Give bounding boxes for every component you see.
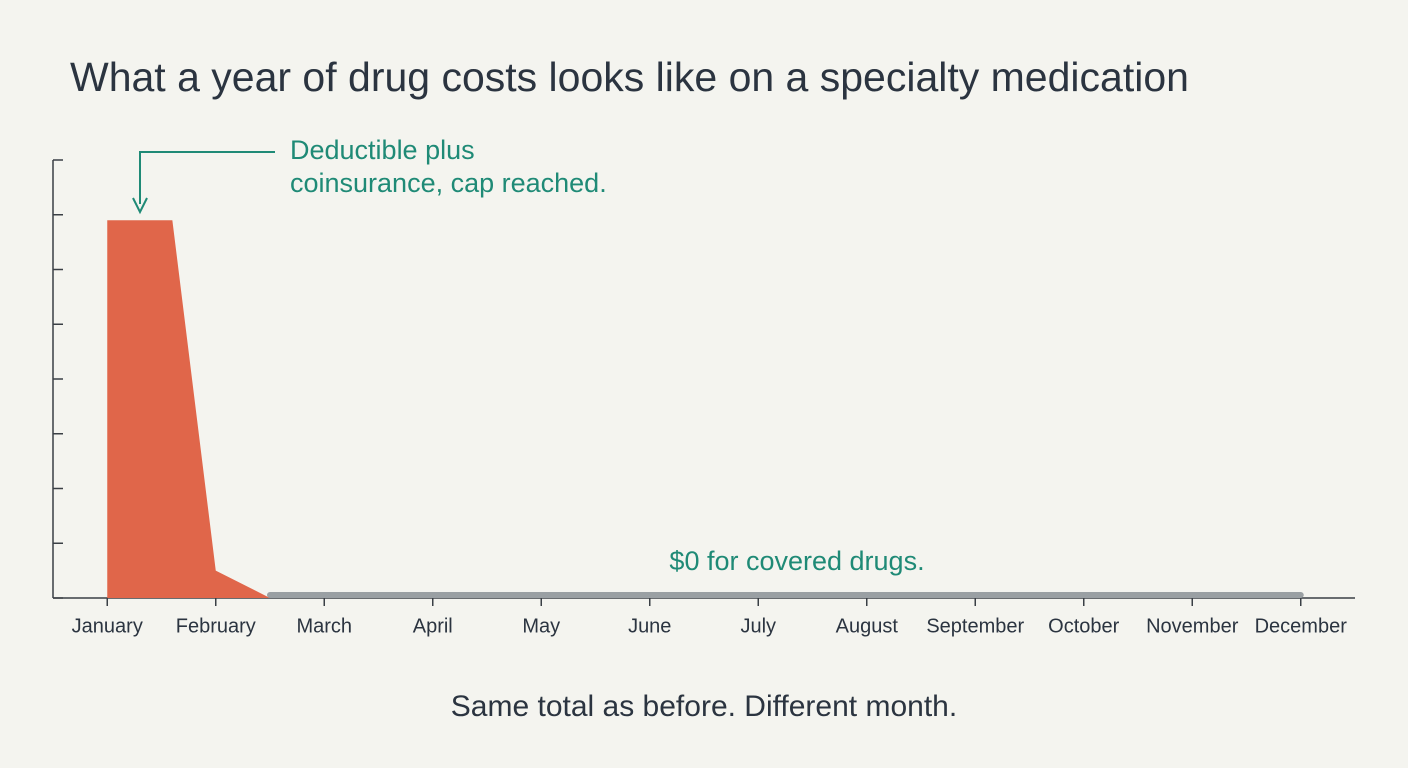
x-tick-label: September bbox=[926, 615, 1024, 637]
annotation: coinsurance, cap reached. bbox=[290, 168, 607, 198]
arrow-head bbox=[132, 197, 148, 215]
x-tick-label: January bbox=[72, 615, 143, 637]
chart-title: What a year of drug costs looks like on … bbox=[70, 54, 1189, 100]
annotation: Deductible plus bbox=[290, 135, 475, 165]
x-tick-label: July bbox=[740, 615, 776, 637]
x-tick-label: August bbox=[836, 615, 899, 637]
x-tick-label: June bbox=[628, 615, 671, 637]
area bbox=[107, 220, 270, 598]
caption: Same total as before. Different month. bbox=[451, 690, 957, 723]
annotation-arrow bbox=[139, 151, 275, 204]
x-tick-label: November bbox=[1146, 615, 1239, 637]
x-tick-label: October bbox=[1048, 615, 1119, 637]
x-tick-label: December bbox=[1255, 615, 1348, 637]
x-tick-label: May bbox=[522, 615, 560, 637]
x-tick-label: April bbox=[413, 615, 453, 637]
x-tick-label: February bbox=[176, 615, 256, 637]
annotation: $0 for covered drugs. bbox=[669, 546, 924, 576]
x-tick-label: March bbox=[296, 615, 352, 637]
